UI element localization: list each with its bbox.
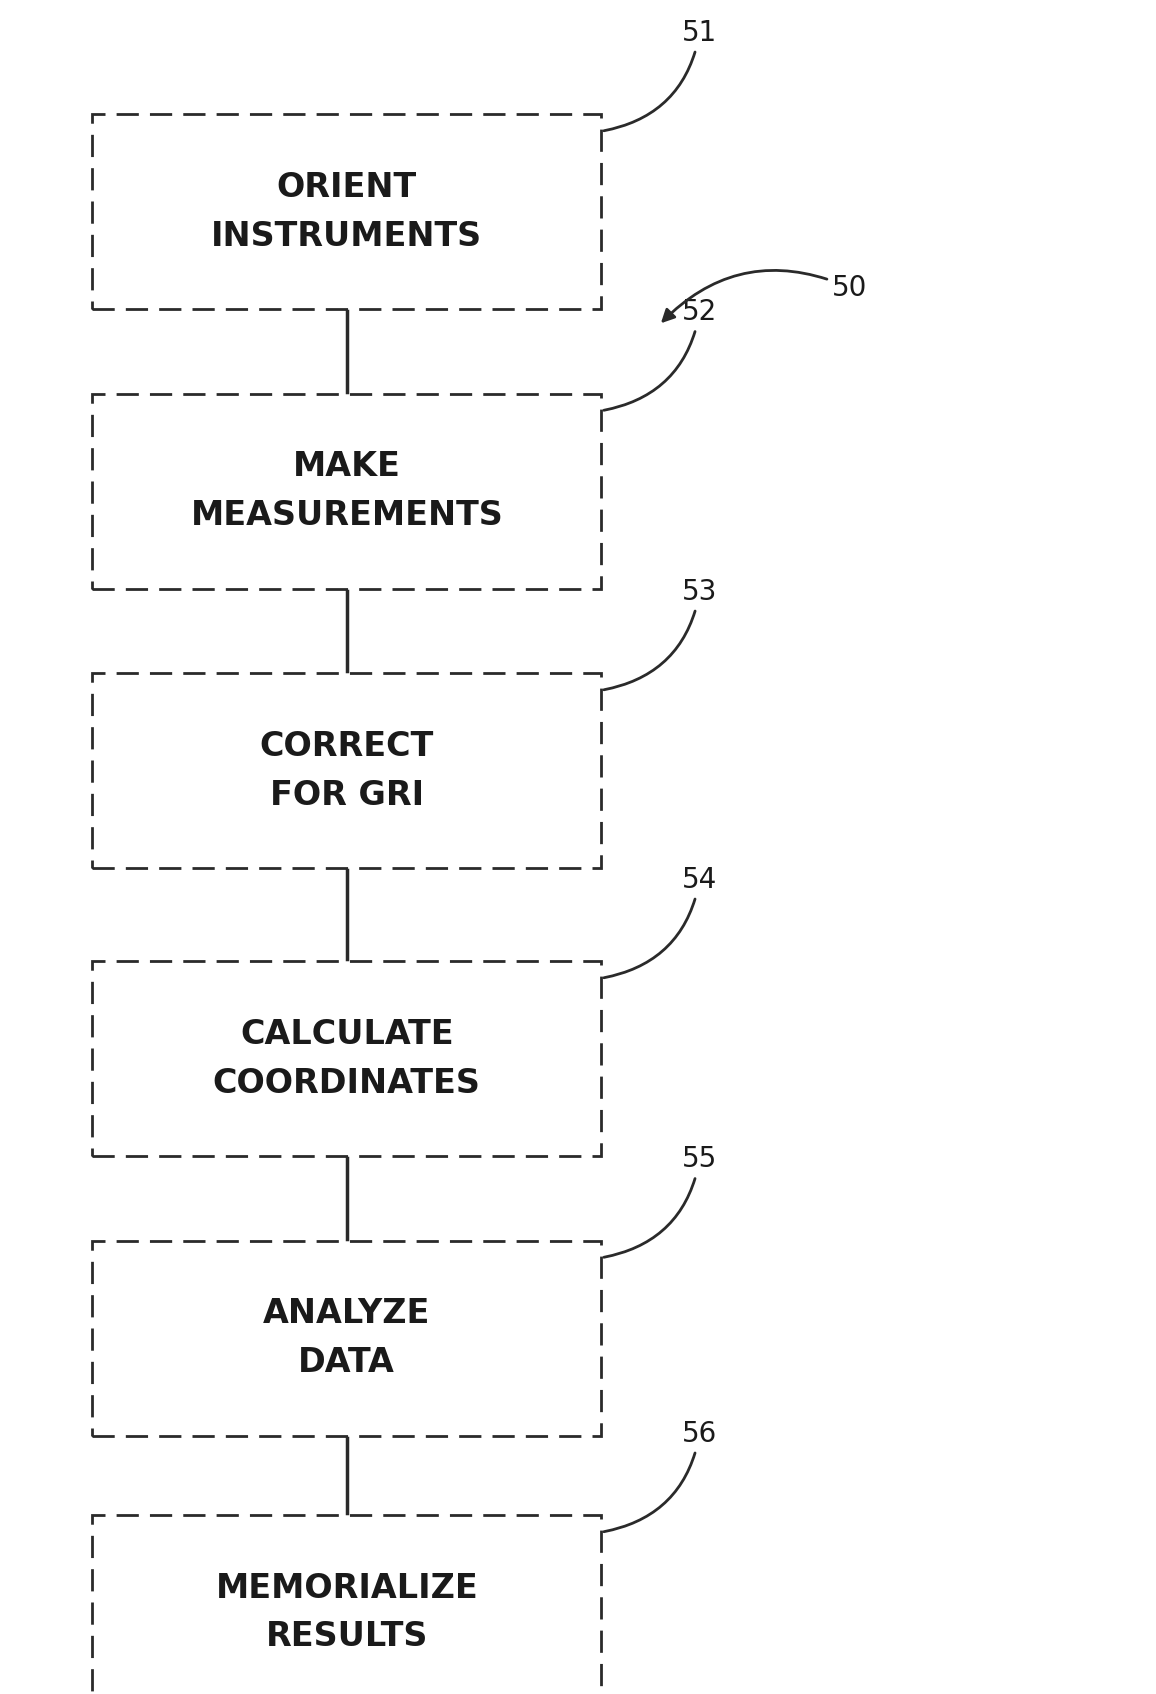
- Text: 54: 54: [603, 866, 717, 977]
- Text: 50: 50: [664, 271, 868, 322]
- Text: MEMORIALIZE
RESULTS: MEMORIALIZE RESULTS: [215, 1572, 479, 1653]
- Text: CALCULATE
COORDINATES: CALCULATE COORDINATES: [213, 1018, 481, 1099]
- Bar: [92, 962, 601, 1155]
- Text: CORRECT
FOR GRI: CORRECT FOR GRI: [260, 730, 434, 811]
- Bar: [92, 115, 601, 308]
- Text: ORIENT
INSTRUMENTS: ORIENT INSTRUMENTS: [212, 171, 482, 252]
- Text: 56: 56: [603, 1420, 717, 1531]
- Text: 51: 51: [603, 19, 717, 130]
- Bar: [92, 395, 601, 590]
- Bar: [92, 1240, 601, 1437]
- Text: MAKE
MEASUREMENTS: MAKE MEASUREMENTS: [191, 451, 503, 532]
- Bar: [92, 674, 601, 867]
- Text: 52: 52: [603, 298, 717, 410]
- Text: 55: 55: [603, 1145, 717, 1257]
- Text: 53: 53: [603, 578, 718, 689]
- Text: ANALYZE
DATA: ANALYZE DATA: [264, 1298, 430, 1379]
- Bar: [92, 1514, 601, 1694]
